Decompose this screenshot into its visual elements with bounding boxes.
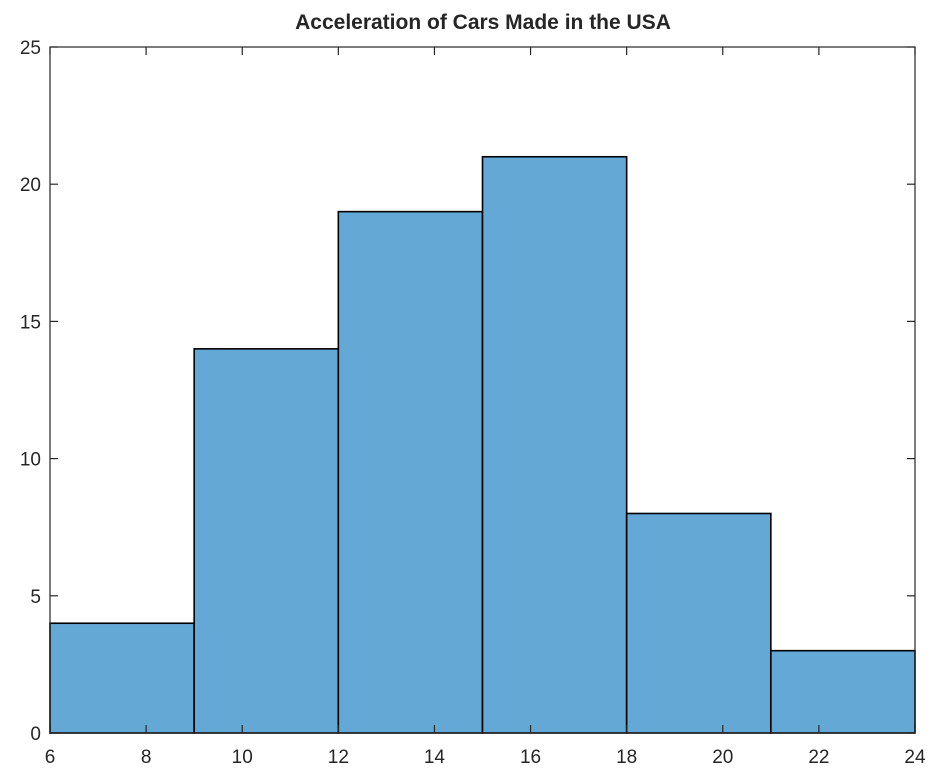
bars-group: [49, 155, 916, 734]
histogram-bar: [770, 649, 916, 734]
y-tick-label: 0: [30, 724, 41, 745]
x-tick-label: 6: [45, 747, 56, 768]
x-tick-label: 12: [328, 747, 349, 768]
x-tick-label: 14: [424, 747, 446, 768]
histogram-bar: [49, 622, 195, 734]
histogram-bar: [193, 348, 340, 734]
x-tick-label: 16: [520, 747, 541, 768]
x-tick-label: 22: [808, 747, 829, 768]
y-tick-label: 25: [20, 38, 41, 59]
histogram-bar: [625, 512, 772, 734]
y-tick-label: 20: [20, 175, 41, 196]
x-tick-label: 8: [141, 747, 152, 768]
chart-title: Acceleration of Cars Made in the USA: [295, 11, 671, 34]
x-tick-label: 24: [904, 747, 926, 768]
y-tick-label: 10: [20, 450, 41, 471]
x-tick-label: 10: [232, 747, 253, 768]
histogram-bar: [481, 155, 628, 734]
x-tick-label: 20: [712, 747, 733, 768]
y-tick-label: 15: [20, 312, 41, 333]
ticks-group: [49, 46, 916, 734]
x-tick-label: 18: [616, 747, 637, 768]
y-tick-labels: 0 5 10 15 20 25: [20, 38, 41, 745]
y-tick-label: 5: [30, 587, 41, 608]
histogram-bar: [337, 210, 484, 734]
axes-box: [49, 46, 916, 734]
x-tick-labels: 6 8 10 12 14 16 18 20 22 24: [45, 747, 926, 768]
